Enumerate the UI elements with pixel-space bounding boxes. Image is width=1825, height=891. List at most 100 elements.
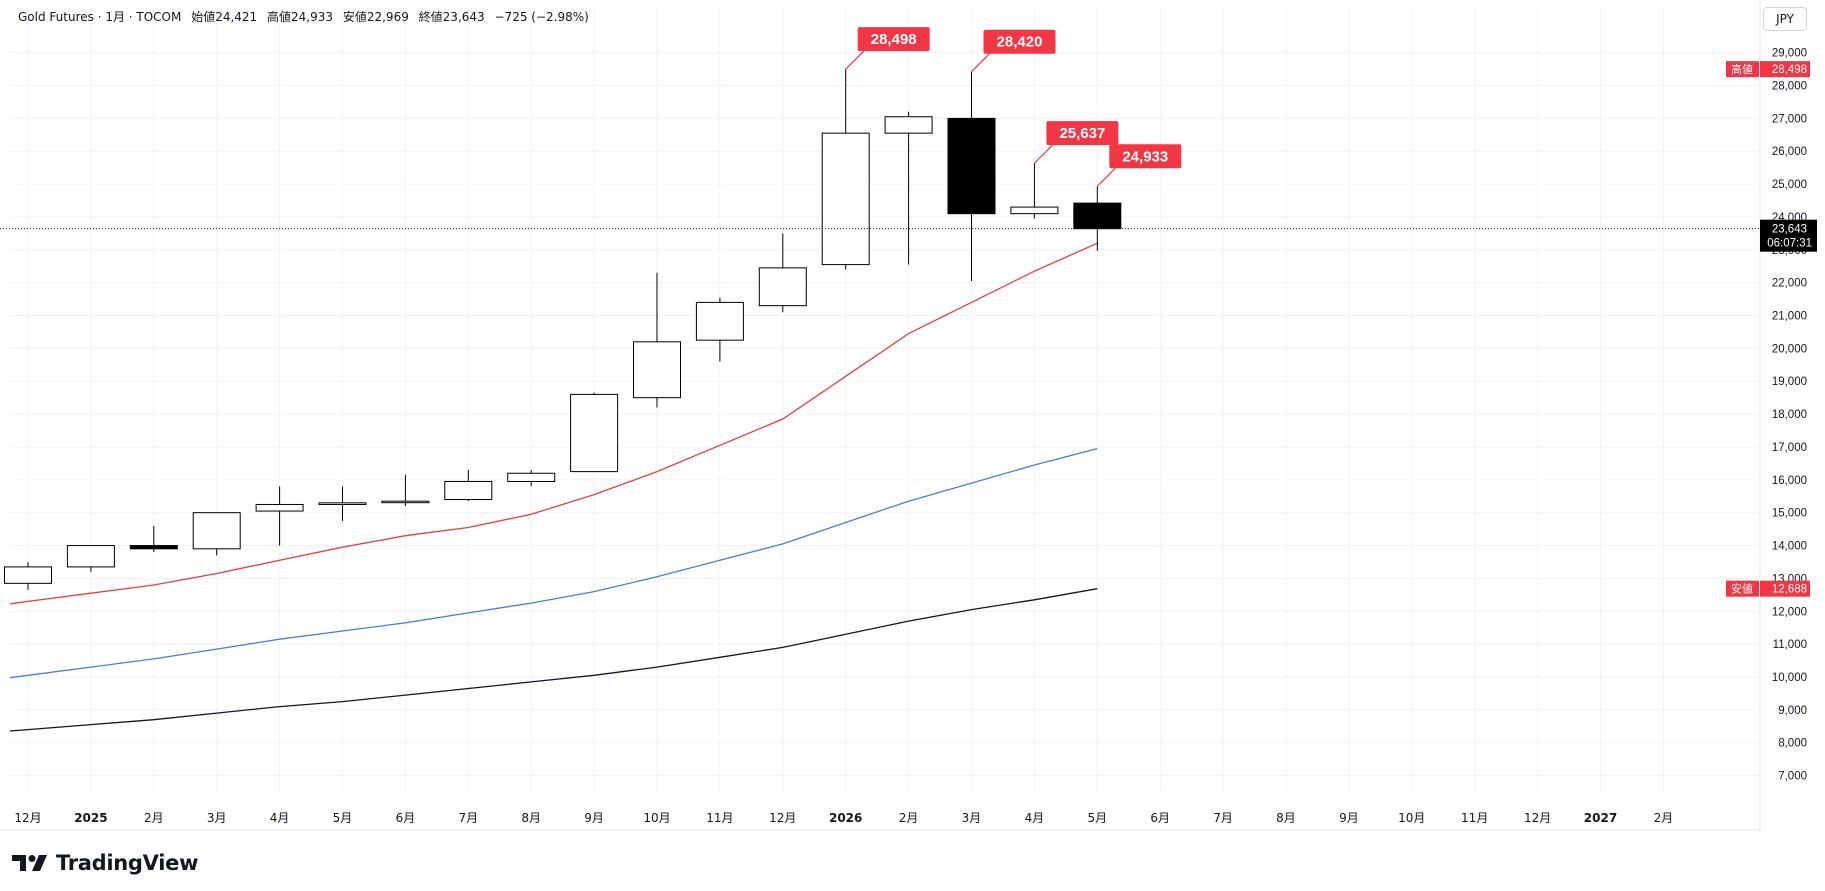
candle-body [1073, 202, 1122, 230]
price-tick-label: 29,000 [1772, 48, 1807, 60]
time-tick-label: 11月 [1461, 811, 1488, 825]
low-value: 安値22,969 [342, 10, 409, 24]
tradingview-logo-text: TradingView [56, 851, 199, 875]
moving-average-line-1 [9, 242, 1098, 605]
high-badge-label: 高値 [1731, 62, 1753, 76]
callout-label: 24,933 [1122, 148, 1168, 165]
time-tick-label: 2月 [1654, 811, 1674, 825]
candle-body [66, 545, 115, 568]
price-tick-label: 27,000 [1772, 113, 1807, 125]
time-tick-label: 2月 [899, 811, 919, 825]
price-tick-label: 16,000 [1772, 475, 1807, 487]
tradingview-logo-icon [12, 855, 47, 871]
price-tick-label: 25,000 [1772, 179, 1807, 191]
candle [1073, 186, 1122, 251]
time-tick-label: 8月 [1276, 811, 1296, 825]
price-axis-labels: 7,0008,0009,00010,00011,00012,00013,0001… [1772, 48, 1807, 783]
bar-countdown: 06:07:31 [1767, 238, 1812, 250]
time-tick-label: 5月 [333, 811, 353, 825]
high-badge: 高値 28,498 [1726, 61, 1810, 78]
price-tick-label: 19,000 [1772, 376, 1807, 388]
callout-leader [971, 53, 990, 73]
time-tick-label: 4月 [270, 811, 290, 825]
time-tick-label: 6月 [396, 811, 416, 825]
price-tick-label: 18,000 [1772, 409, 1807, 421]
candle [947, 71, 996, 282]
time-tick-label: 12月 [769, 811, 796, 825]
time-tick-label: 11月 [706, 811, 733, 825]
candle [444, 469, 493, 502]
candle [884, 111, 933, 265]
candle [381, 474, 430, 507]
price-tick-label: 9,000 [1778, 705, 1807, 717]
high-callout: 25,637 [1033, 121, 1119, 164]
last-price-value: 23,643 [1772, 224, 1807, 236]
moving-average-line-3 [9, 588, 1098, 732]
close-value: 終値23,643 [418, 10, 485, 24]
candle [821, 69, 870, 270]
chart-grid [10, 8, 1758, 792]
time-tick-label: 9月 [1339, 811, 1359, 825]
symbol-name[interactable]: Gold Futures · 1月 · TOCOM [18, 10, 182, 24]
candle [695, 297, 744, 362]
high-badge-value: 28,498 [1772, 64, 1807, 76]
currency-button[interactable]: JPY [1763, 7, 1807, 31]
candle-body [1010, 206, 1059, 215]
price-tick-label: 28,000 [1772, 81, 1807, 93]
low-badge-tag [1726, 580, 1759, 597]
candle-body [821, 132, 870, 266]
candle [633, 272, 681, 408]
price-tick-label: 17,000 [1772, 442, 1807, 454]
candle-body [633, 341, 681, 399]
high-badge-tag [1726, 61, 1759, 78]
time-tick-label: 5月 [1087, 811, 1107, 825]
candle [129, 525, 178, 553]
low-badge: 安値 12,688 [1726, 580, 1810, 597]
price-tick-label: 15,000 [1772, 508, 1807, 520]
price-tick-label: 20,000 [1772, 343, 1807, 355]
time-tick-label: 3月 [207, 811, 227, 825]
callout-box [1046, 121, 1119, 146]
candle [66, 545, 115, 572]
time-tick-label: 2月 [144, 811, 164, 825]
candle-body [695, 301, 744, 341]
time-tick-label: 10月 [1398, 811, 1425, 825]
candles [4, 69, 1122, 590]
price-tick-label: 21,000 [1772, 311, 1807, 323]
candle-body [570, 393, 619, 473]
time-tick-label: 10月 [643, 811, 670, 825]
price-tick-label: 26,000 [1772, 146, 1807, 158]
time-tick-label: 9月 [584, 811, 604, 825]
time-tick-label: 3月 [962, 811, 982, 825]
candle [758, 233, 807, 313]
high-callout: 28,420 [971, 29, 1056, 73]
time-tick-label: 2025 [74, 811, 107, 825]
time-tick-label: 7月 [1213, 811, 1233, 825]
symbol-legend: Gold Futures · 1月 · TOCOM 始値24,421 高値24,… [18, 8, 595, 25]
low-badge-value: 12,688 [1772, 584, 1807, 596]
low-badge-value-box [1760, 580, 1810, 597]
tradingview-logo[interactable]: TradingView [12, 850, 198, 876]
callout-leader [1096, 167, 1116, 187]
callout-box [857, 27, 930, 52]
price-tick-label: 8,000 [1778, 738, 1807, 750]
change-value: −725 (−2.98%) [494, 10, 589, 24]
price-tick-label: 7,000 [1778, 771, 1807, 783]
high-value: 高値24,933 [267, 10, 334, 24]
time-tick-label: 2027 [1584, 811, 1617, 825]
callout-box [1109, 144, 1182, 169]
candle [1010, 163, 1059, 219]
high-callout: 28,498 [845, 27, 930, 70]
time-tick-label: 12月 [14, 811, 41, 825]
candle-body [758, 267, 807, 307]
time-tick-label: 12月 [1524, 811, 1551, 825]
candle-body [255, 503, 304, 512]
callout-box [983, 29, 1056, 54]
candle-body [318, 502, 367, 505]
candle-body [444, 480, 493, 501]
time-axis-labels: 12月 2025 2月 3月 4月 5月 6月 7月 8月 9月 10月 11月 12月 2026 2月 3月… [14, 811, 1673, 825]
candle-body [192, 512, 241, 550]
price-tick-label: 10,000 [1772, 672, 1807, 684]
callout-leader [1033, 144, 1053, 164]
